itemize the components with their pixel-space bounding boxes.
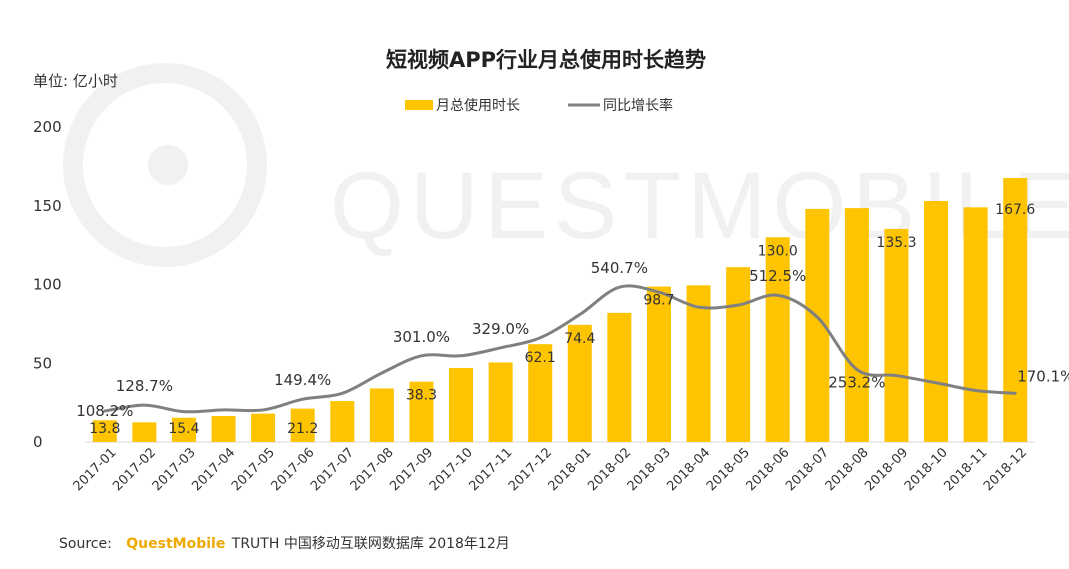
watermark-ring <box>63 63 267 267</box>
source-line: Source: QuestMobile TRUTH 中国移动互联网数据库 201… <box>59 533 510 553</box>
bar-value-label: 74.4 <box>564 331 595 347</box>
bar-value-label: 130.0 <box>758 243 798 259</box>
bar-2018-12 <box>1003 178 1028 442</box>
bar-2017-11 <box>488 362 513 442</box>
bar-2018-11 <box>963 207 988 442</box>
watermark: QUESTMOBILE <box>63 63 1069 267</box>
bar-2017-12 <box>528 344 553 442</box>
line-value-label: 128.7% <box>116 377 173 395</box>
bar-2018-09 <box>884 228 909 442</box>
bar-labels: 13.8 15.4 21.2 38.3 62.1 74.4 98.7 130.0 135.3 16… <box>89 202 1035 437</box>
bar-2017-09 <box>409 381 434 442</box>
legend-bar-label: 月总使用时长 <box>436 97 520 114</box>
bar-2018-04 <box>686 285 711 442</box>
y-tick-label: 0 <box>33 433 43 451</box>
y-axis: 0 50 100 150 200 <box>33 118 62 451</box>
y-tick-label: 200 <box>33 118 62 136</box>
line-value-label: 301.0% <box>393 328 450 346</box>
line-labels: 108.2% 128.7% 149.4% 301.0% 329.0% 540.7% 512.… <box>76 259 1069 420</box>
bar-2018-02 <box>607 312 632 442</box>
bar-2017-06 <box>290 408 315 442</box>
watermark-dot <box>148 145 188 185</box>
legend: 月总使用时长 同比增长率 <box>405 97 673 114</box>
line-value-label: 170.1% <box>1017 367 1069 385</box>
chart: QUESTMOBILE 短视频APP行业月总使用时长趋势 单位: 亿小时 月总使… <box>33 48 1069 494</box>
bar-2017-07 <box>330 401 355 442</box>
unit-label: 单位: 亿小时 <box>33 72 118 90</box>
bar-2017-05 <box>251 413 276 442</box>
y-tick-label: 150 <box>33 197 62 215</box>
line-value-label: 512.5% <box>749 267 806 285</box>
bar-value-label: 167.6 <box>995 202 1035 218</box>
y-tick-label: 100 <box>33 276 62 294</box>
bar-2018-03 <box>646 286 671 442</box>
bar-2017-02 <box>132 422 157 442</box>
watermark-text: QUESTMOBILE <box>330 153 1069 259</box>
bar-2017-08 <box>369 388 394 442</box>
line-value-label: 540.7% <box>591 259 648 277</box>
bar-2018-10 <box>924 201 949 442</box>
chart-title: 短视频APP行业月总使用时长趋势 <box>386 48 706 72</box>
bar-value-label: 62.1 <box>525 350 556 366</box>
legend-line-label: 同比增长率 <box>603 97 673 114</box>
bar-value-label: 38.3 <box>406 388 437 404</box>
source-rest: TRUTH 中国移动互联网数据库 2018年12月 <box>231 536 510 552</box>
legend-bar-swatch <box>405 100 433 110</box>
bar-2018-05 <box>726 267 751 442</box>
bar-2018-08 <box>844 208 869 442</box>
source-prefix: Source: <box>59 536 112 552</box>
bar-value-label: 135.3 <box>876 235 916 251</box>
bar-value-label: 98.7 <box>643 293 674 309</box>
bar-value-label: 13.8 <box>89 421 120 437</box>
bar-2018-01 <box>567 324 592 442</box>
y-tick-label: 50 <box>33 354 52 372</box>
bar-2017-04 <box>211 416 236 442</box>
x-tick-label: 2018-12 <box>981 445 1030 494</box>
bar-2018-06 <box>765 237 790 442</box>
bar-2017-03 <box>171 417 196 442</box>
bar-2017-01 <box>92 420 117 442</box>
bar-series <box>92 178 1028 442</box>
bar-value-label: 15.4 <box>168 421 199 437</box>
line-value-label: 253.2% <box>828 373 885 391</box>
line-value-label: 108.2% <box>76 402 133 420</box>
line-value-label: 149.4% <box>274 371 331 389</box>
x-axis: 2017-012017-022017-032017-042017-052017-… <box>71 445 1030 494</box>
bar-2017-10 <box>449 367 474 442</box>
bar-value-label: 21.2 <box>287 421 318 437</box>
source-brand: QuestMobile <box>126 536 226 552</box>
growth-line <box>103 284 1017 414</box>
line-value-label: 329.0% <box>472 320 529 338</box>
